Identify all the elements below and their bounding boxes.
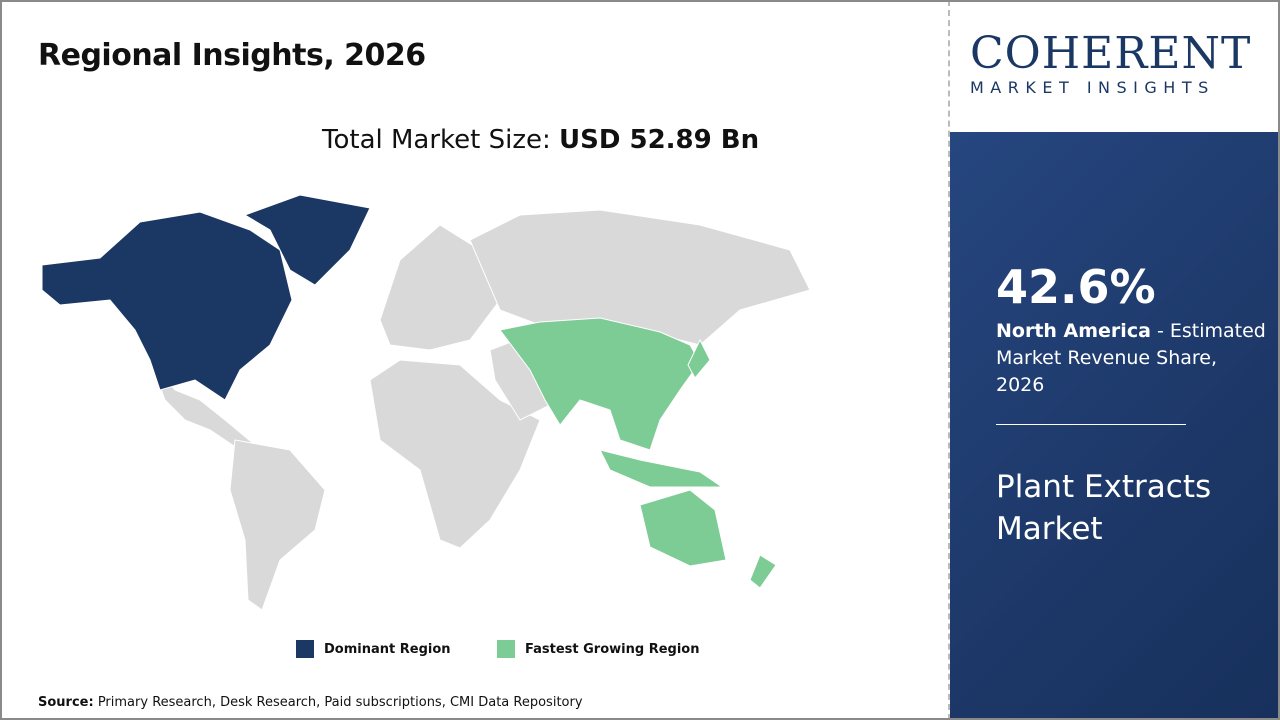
divider: [948, 0, 950, 720]
legend-dominant: Dominant Region: [296, 640, 451, 658]
legend-label: Dominant Region: [324, 641, 451, 657]
map-new-zealand: [749, 554, 777, 589]
source-text: Primary Research, Desk Research, Paid su…: [93, 695, 583, 710]
share-value: 42.6%: [996, 260, 1156, 314]
stat-panel: 42.6% North America - Estimated Market R…: [950, 132, 1280, 720]
map-asia: [499, 317, 701, 451]
legend-fastest: Fastest Growing Region: [497, 640, 699, 658]
logo-main: COHERENT: [970, 28, 1252, 79]
map-russia: [469, 209, 811, 346]
legend-label: Fastest Growing Region: [525, 641, 700, 657]
source-label: Source:: [38, 695, 94, 710]
map-africa: [369, 359, 541, 549]
panel-divider: [996, 424, 1186, 425]
logo: COHERENT MARKET INSIGHTS: [950, 0, 1280, 132]
logo-sub: MARKET INSIGHTS: [970, 78, 1215, 97]
legend-swatch: [296, 640, 314, 658]
total-value: USD 52.89 Bn: [559, 125, 760, 155]
market-name: Plant Extracts Market: [996, 469, 1212, 547]
map-south-america: [229, 439, 326, 611]
map-greenland: [243, 194, 371, 286]
share-region: North America: [996, 320, 1151, 342]
legend-swatch: [497, 640, 515, 658]
map-north-america: [41, 211, 293, 401]
total-market-size: Total Market Size: USD 52.89 Bn: [322, 125, 759, 155]
page-title: Regional Insights, 2026: [38, 38, 426, 73]
map-japan: [687, 338, 711, 379]
share-text: - Estimated Market Revenue Share, 2026: [996, 320, 1266, 396]
world-map: [41, 194, 811, 611]
map-australia: [639, 489, 727, 567]
source-note: Source: Primary Research, Desk Research,…: [38, 695, 583, 710]
share-description: North America - Estimated Market Revenue…: [996, 318, 1266, 399]
total-label: Total Market Size:: [322, 125, 560, 155]
map-indonesia: [599, 449, 724, 488]
